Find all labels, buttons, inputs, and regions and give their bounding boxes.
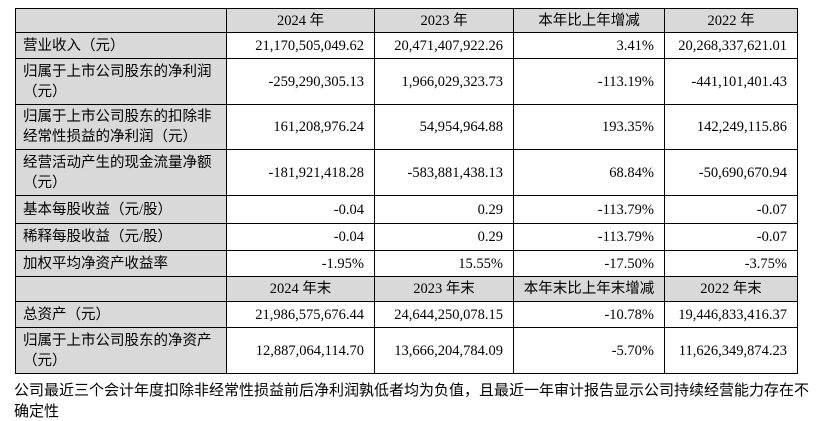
row-label: 加权平均净资产收益率 [15, 250, 227, 277]
value-2022: -3.75% [664, 250, 798, 277]
value-change: -113.19% [513, 58, 665, 105]
corner-cell [15, 8, 227, 33]
value-2024: -259,290,305.13 [226, 58, 375, 105]
yearend-change-header: 本年末比上年末增减 [513, 276, 665, 302]
yearend-header-2023: 2023 年末 [374, 276, 514, 302]
row-label: 稀释每股收益（元/股） [15, 223, 227, 251]
table-row: 加权平均净资产收益率 -1.95% 15.55% -17.50% -3.75% [15, 250, 798, 277]
value-2023: 20,471,407,922.26 [374, 32, 514, 59]
table-row: 稀释每股收益（元/股） -0.04 0.29 -113.79% -0.07 [15, 223, 798, 251]
value-2024: -181,921,418.28 [226, 149, 375, 196]
value-2024: -0.04 [226, 195, 375, 224]
value-change: 193.35% [513, 104, 665, 150]
yearend-header-2024: 2024 年末 [226, 276, 375, 302]
value-2022: -441,101,401.43 [664, 58, 798, 105]
value-2023: 1,966,029,323.73 [374, 58, 514, 105]
value-2022: -50,690,670.94 [664, 149, 798, 196]
value-2023: 15.55% [374, 250, 514, 277]
table-row: 归属于上市公司股东的净利润（元） -259,290,305.13 1,966,0… [15, 58, 798, 105]
year-header-2023: 2023 年 [374, 8, 514, 33]
value-2023: 24,644,250,078.15 [374, 301, 514, 328]
year-header-2022: 2022 年 [664, 8, 798, 33]
value-2023: 54,954,964.88 [374, 104, 514, 150]
table-row: 基本每股收益（元/股） -0.04 0.29 -113.79% -0.07 [15, 195, 798, 224]
value-change: -17.50% [513, 250, 665, 277]
year-header-2024: 2024 年 [226, 8, 375, 33]
value-2024: 21,170,505,049.62 [226, 32, 375, 59]
value-2023: -583,881,438.13 [374, 149, 514, 196]
value-2024: 161,208,976.24 [226, 104, 375, 150]
value-change: 68.84% [513, 149, 665, 196]
row-label: 营业收入（元） [15, 32, 227, 59]
table-row: 归属于上市公司股东的净资产（元） 12,887,064,114.70 13,66… [15, 327, 798, 374]
footnote-text: 公司最近三个会计年度扣除非经常性损益前后净利润孰低者均为负值，且最近一年审计报告… [14, 383, 810, 420]
value-change: -113.79% [513, 223, 665, 251]
row-label: 归属于上市公司股东的扣除非经常性损益的净利润（元） [15, 104, 227, 150]
table-row: 营业收入（元） 21,170,505,049.62 20,471,407,922… [15, 32, 798, 59]
value-change: -113.79% [513, 195, 665, 224]
value-2022: -0.07 [664, 195, 798, 224]
value-change: -5.70% [513, 327, 665, 374]
row-label: 经营活动产生的现金流量净额（元） [15, 149, 227, 196]
row-label: 总资产（元） [15, 301, 227, 328]
table-row: 经营活动产生的现金流量净额（元） -181,921,418.28 -583,88… [15, 149, 798, 196]
value-2023: 13,666,204,784.09 [374, 327, 514, 374]
value-2023: 0.29 [374, 195, 514, 224]
value-2022: 11,626,349,874.23 [664, 327, 798, 374]
value-2023: 0.29 [374, 223, 514, 251]
row-label: 归属于上市公司股东的净资产（元） [15, 327, 227, 374]
value-change: -10.78% [513, 301, 665, 328]
value-change: 3.41% [513, 32, 665, 59]
key-financials-table: 2024 年 2023 年 本年比上年增减 2022 年 营业收入（元） 21,… [15, 8, 798, 374]
value-2024: 12,887,064,114.70 [226, 327, 375, 374]
table-row: 总资产（元） 21,986,575,676.44 24,644,250,078.… [15, 301, 798, 328]
table-header-row-annual: 2024 年 2023 年 本年比上年增减 2022 年 [15, 8, 798, 33]
value-2024: -1.95% [226, 250, 375, 277]
table-row: 归属于上市公司股东的扣除非经常性损益的净利润（元） 161,208,976.24… [15, 104, 798, 150]
row-label: 基本每股收益（元/股） [15, 195, 227, 224]
table-header-row-yearend: 2024 年末 2023 年末 本年末比上年末增减 2022 年末 [15, 276, 798, 302]
yoy-change-header: 本年比上年增减 [513, 8, 665, 33]
value-2022: 19,446,833,416.37 [664, 301, 798, 328]
value-2024: 21,986,575,676.44 [226, 301, 375, 328]
corner-cell [15, 276, 227, 302]
row-label: 归属于上市公司股东的净利润（元） [15, 58, 227, 105]
value-2022: 20,268,337,621.01 [664, 32, 798, 59]
value-2022: 142,249,115.86 [664, 104, 798, 150]
yearend-header-2022: 2022 年末 [664, 276, 798, 302]
value-2024: -0.04 [226, 223, 375, 251]
value-2022: -0.07 [664, 223, 798, 251]
